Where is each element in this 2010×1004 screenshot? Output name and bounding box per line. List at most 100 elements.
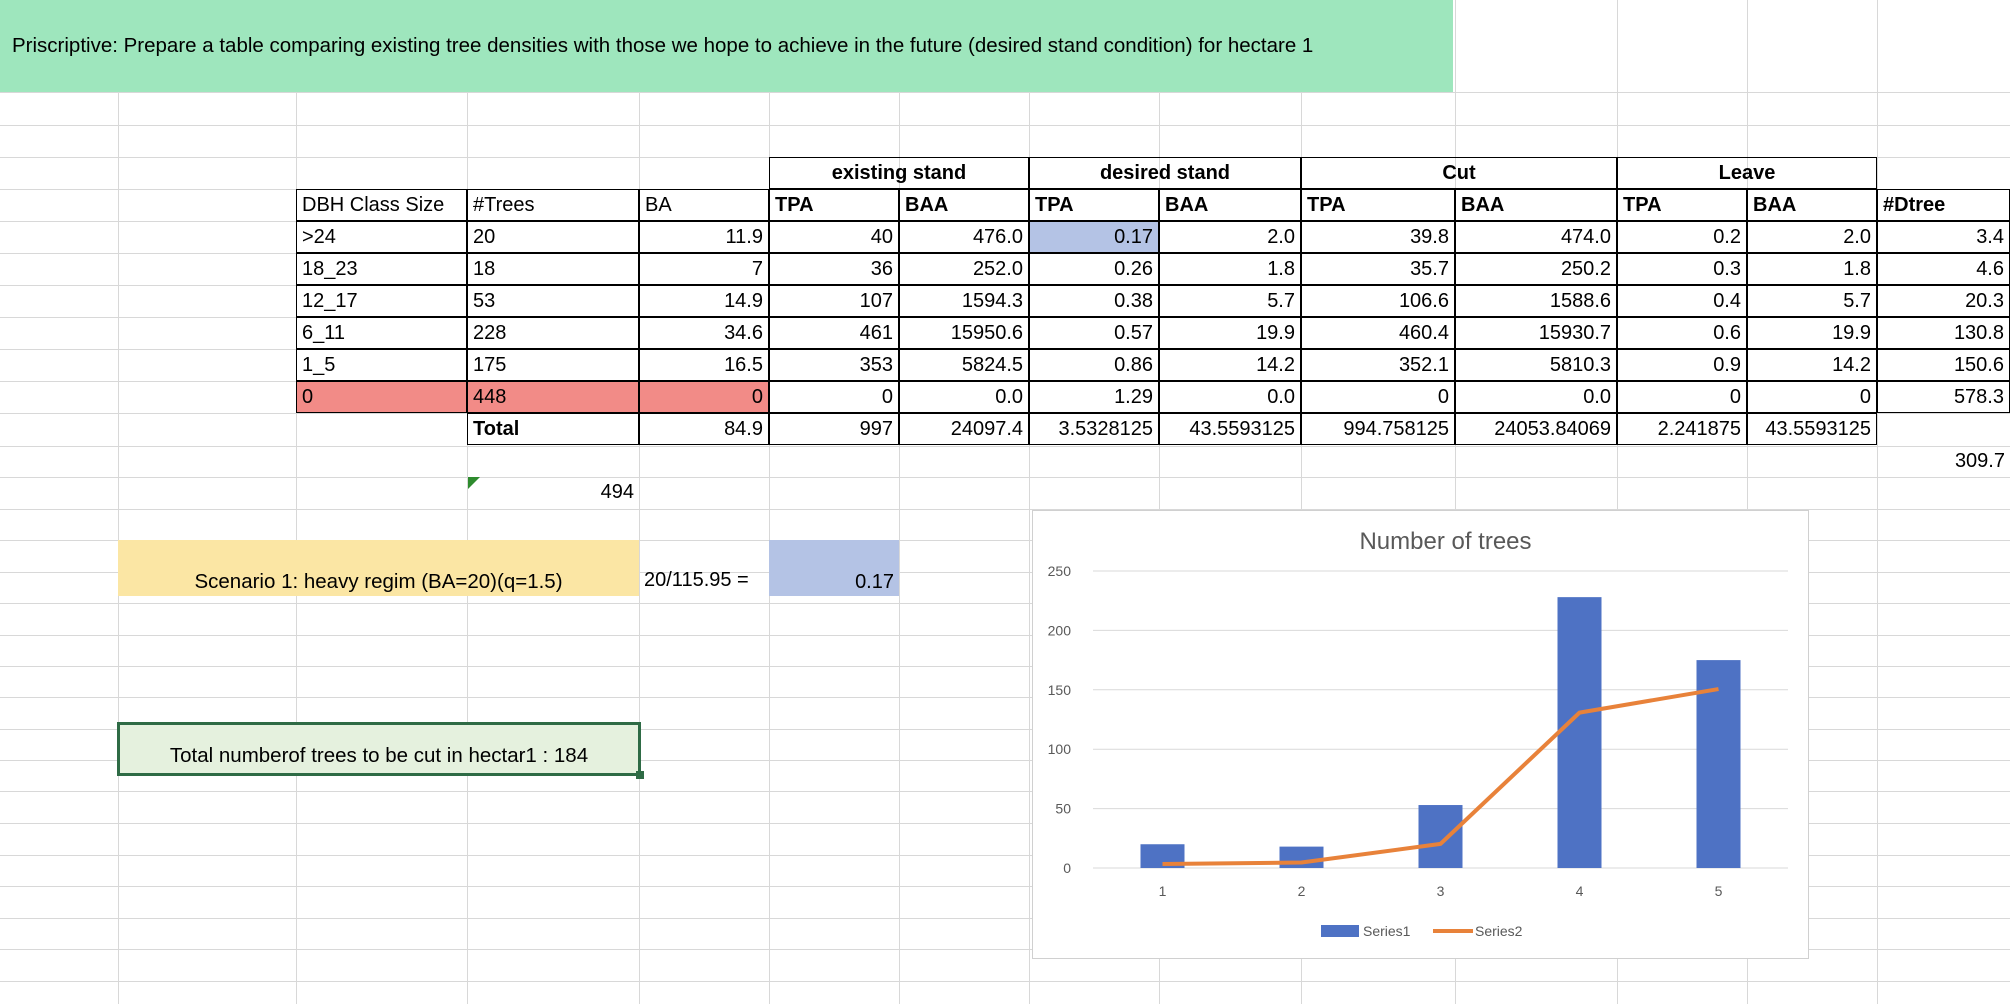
column-header[interactable]: BAA — [1159, 189, 1301, 221]
table-cell[interactable]: 1.8 — [1747, 253, 1877, 285]
table-cell[interactable]: 4.6 — [1877, 253, 2010, 285]
table-cell[interactable]: 578.3 — [1877, 381, 2010, 413]
table-cell[interactable]: 35.7 — [1301, 253, 1455, 285]
table-cell[interactable]: 250.2 — [1455, 253, 1617, 285]
total-cell[interactable]: 994.758125 — [1301, 413, 1455, 445]
column-header[interactable]: #Dtree — [1877, 189, 2010, 221]
table-cell[interactable]: 0.26 — [1029, 253, 1159, 285]
total-cell[interactable]: 43.5593125 — [1747, 413, 1877, 445]
table-cell[interactable]: 0 — [769, 381, 899, 413]
table-cell[interactable]: 3.4 — [1877, 221, 2010, 253]
total-cell[interactable]: 84.9 — [639, 413, 769, 445]
column-header[interactable]: BAA — [899, 189, 1029, 221]
table-cell[interactable]: 36 — [769, 253, 899, 285]
table-cell[interactable]: 130.8 — [1877, 317, 2010, 349]
table-cell[interactable]: 5810.3 — [1455, 349, 1617, 381]
table-cell[interactable]: 2.0 — [1747, 221, 1877, 253]
table-cell[interactable]: 11.9 — [639, 221, 769, 253]
table-cell[interactable]: 0.9 — [1617, 349, 1747, 381]
column-header[interactable]: TPA — [1617, 189, 1747, 221]
table-cell[interactable]: 5.7 — [1747, 285, 1877, 317]
count-cell[interactable]: 494 — [600, 481, 634, 503]
table-cell[interactable]: 0.38 — [1029, 285, 1159, 317]
header-desired-stand[interactable]: desired stand — [1029, 157, 1301, 189]
header-leave[interactable]: Leave — [1617, 157, 1877, 189]
table-cell[interactable]: 1.29 — [1029, 381, 1159, 413]
table-cell[interactable]: 15930.7 — [1455, 317, 1617, 349]
total-cell[interactable]: 3.5328125 — [1029, 413, 1159, 445]
table-cell[interactable]: 14.9 — [639, 285, 769, 317]
table-cell[interactable]: 476.0 — [899, 221, 1029, 253]
table-cell[interactable]: 107 — [769, 285, 899, 317]
column-header[interactable]: BAA — [1747, 189, 1877, 221]
table-cell[interactable]: 0 — [1301, 381, 1455, 413]
table-cell[interactable]: 19.9 — [1159, 317, 1301, 349]
total-label[interactable]: Total — [467, 413, 639, 445]
scenario-label[interactable]: Scenario 1: heavy regim (BA=20)(q=1.5) — [118, 540, 639, 596]
formula-result-cell[interactable]: 0.17 — [769, 540, 899, 596]
table-cell[interactable]: 0.17 — [1029, 221, 1159, 253]
table-cell[interactable]: 7 — [639, 253, 769, 285]
table-cell[interactable]: 0.0 — [1159, 381, 1301, 413]
table-cell[interactable]: 474.0 — [1455, 221, 1617, 253]
table-cell[interactable]: 0.0 — [899, 381, 1029, 413]
table-cell[interactable]: 150.6 — [1877, 349, 2010, 381]
table-cell[interactable]: 12_17 — [296, 285, 467, 317]
table-cell[interactable]: 106.6 — [1301, 285, 1455, 317]
number-of-trees-chart[interactable]: Number of trees 0 50 100 150 200 250 1 2 3 4 5 Serie… — [1032, 510, 1809, 959]
formula-cell[interactable]: 20/115.95 = — [644, 569, 749, 591]
column-header[interactable]: TPA — [1301, 189, 1455, 221]
table-cell[interactable]: 1.8 — [1159, 253, 1301, 285]
table-cell[interactable]: 53 — [467, 285, 639, 317]
total-cut-cell[interactable]: Total numberof trees to be cut in hectar… — [117, 722, 641, 776]
column-header[interactable]: TPA — [769, 189, 899, 221]
table-cell[interactable]: 0.86 — [1029, 349, 1159, 381]
table-cell[interactable]: 353 — [769, 349, 899, 381]
table-cell[interactable]: 252.0 — [899, 253, 1029, 285]
header-existing-stand[interactable]: existing stand — [769, 157, 1029, 189]
total-cell[interactable]: 24097.4 — [899, 413, 1029, 445]
table-cell[interactable]: >24 — [296, 221, 467, 253]
table-cell[interactable]: 6_11 — [296, 317, 467, 349]
column-header[interactable]: BA — [639, 189, 769, 221]
total-cell[interactable]: 2.241875 — [1617, 413, 1747, 445]
table-cell[interactable]: 0.2 — [1617, 221, 1747, 253]
table-cell[interactable]: 20 — [467, 221, 639, 253]
table-cell[interactable]: 2.0 — [1159, 221, 1301, 253]
table-cell[interactable]: 175 — [467, 349, 639, 381]
table-cell[interactable]: 228 — [467, 317, 639, 349]
table-cell[interactable]: 1588.6 — [1455, 285, 1617, 317]
table-cell[interactable]: 0 — [296, 381, 467, 413]
table-cell[interactable]: 34.6 — [639, 317, 769, 349]
table-cell[interactable]: 18_23 — [296, 253, 467, 285]
table-cell[interactable]: 39.8 — [1301, 221, 1455, 253]
table-cell[interactable]: 0.57 — [1029, 317, 1159, 349]
table-cell[interactable]: 0 — [1747, 381, 1877, 413]
table-cell[interactable]: 1_5 — [296, 349, 467, 381]
column-header[interactable]: TPA — [1029, 189, 1159, 221]
table-cell[interactable]: 0.0 — [1455, 381, 1617, 413]
table-cell[interactable]: 18 — [467, 253, 639, 285]
total-cell[interactable]: 24053.84069 — [1455, 413, 1617, 445]
fill-handle[interactable] — [636, 771, 644, 779]
table-cell[interactable]: 0.3 — [1617, 253, 1747, 285]
column-header[interactable]: BAA — [1455, 189, 1617, 221]
total-cell[interactable]: 997 — [769, 413, 899, 445]
table-cell[interactable]: 5824.5 — [899, 349, 1029, 381]
total-cell[interactable]: 43.5593125 — [1159, 413, 1301, 445]
table-cell[interactable]: 16.5 — [639, 349, 769, 381]
table-cell[interactable]: 0.4 — [1617, 285, 1747, 317]
table-cell[interactable]: 15950.6 — [899, 317, 1029, 349]
table-cell[interactable]: 14.2 — [1747, 349, 1877, 381]
table-cell[interactable]: 19.9 — [1747, 317, 1877, 349]
column-header[interactable]: DBH Class Size — [296, 189, 467, 221]
table-cell[interactable]: 20.3 — [1877, 285, 2010, 317]
table-cell[interactable]: 14.2 — [1159, 349, 1301, 381]
table-cell[interactable]: 460.4 — [1301, 317, 1455, 349]
table-cell[interactable]: 0 — [1617, 381, 1747, 413]
dtree-sum-cell[interactable]: 309.7 — [1954, 450, 2005, 472]
prompt-banner[interactable]: Priscriptive: Prepare a table comparing … — [0, 0, 1453, 92]
table-cell[interactable]: 448 — [467, 381, 639, 413]
table-cell[interactable]: 1594.3 — [899, 285, 1029, 317]
table-cell[interactable]: 0 — [639, 381, 769, 413]
